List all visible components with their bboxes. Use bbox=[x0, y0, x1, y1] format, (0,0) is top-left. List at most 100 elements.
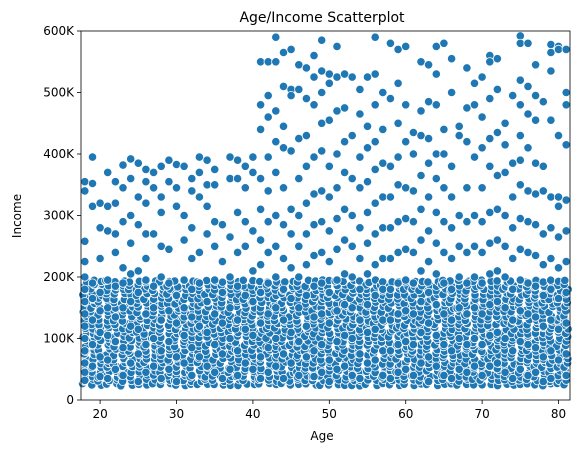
data-point bbox=[317, 247, 327, 257]
data-point bbox=[492, 235, 502, 245]
data-point bbox=[462, 278, 472, 288]
data-point bbox=[561, 140, 571, 150]
data-point bbox=[179, 235, 189, 245]
data-point bbox=[416, 204, 426, 214]
data-point bbox=[210, 180, 220, 190]
data-point bbox=[141, 253, 151, 264]
data-point bbox=[408, 186, 418, 196]
data-point bbox=[278, 183, 289, 193]
data-point bbox=[217, 373, 227, 384]
data-point bbox=[546, 115, 556, 125]
data-point bbox=[95, 198, 105, 208]
data-point bbox=[80, 358, 90, 368]
data-point bbox=[171, 201, 182, 211]
data-point bbox=[423, 226, 434, 236]
data-point bbox=[355, 152, 365, 162]
data-point bbox=[500, 167, 510, 177]
data-point bbox=[164, 364, 174, 374]
data-point bbox=[194, 352, 204, 362]
data-point bbox=[523, 278, 533, 288]
data-point bbox=[370, 324, 380, 334]
data-point bbox=[80, 346, 90, 356]
data-point bbox=[370, 32, 380, 42]
data-point bbox=[118, 217, 128, 227]
data-point bbox=[469, 241, 480, 251]
data-point bbox=[462, 367, 472, 377]
data-point bbox=[355, 253, 365, 264]
data-point bbox=[370, 290, 380, 300]
data-point bbox=[278, 220, 289, 230]
data-point bbox=[492, 170, 502, 181]
data-point bbox=[416, 106, 426, 116]
data-point bbox=[110, 198, 121, 208]
data-point bbox=[80, 272, 90, 282]
chart-title: Age/Income Scatterplot bbox=[239, 10, 405, 26]
data-point bbox=[393, 278, 403, 288]
data-point bbox=[324, 192, 334, 202]
data-point bbox=[469, 333, 480, 344]
data-point bbox=[271, 361, 281, 371]
data-point bbox=[401, 275, 411, 285]
data-point bbox=[149, 167, 159, 177]
data-point bbox=[217, 256, 227, 267]
data-point bbox=[431, 238, 441, 248]
data-point bbox=[530, 281, 541, 291]
data-point bbox=[469, 303, 480, 313]
data-point bbox=[508, 223, 518, 233]
data-point bbox=[141, 367, 151, 377]
data-point bbox=[401, 100, 411, 110]
data-point bbox=[500, 118, 510, 128]
data-point bbox=[324, 69, 334, 79]
data-point bbox=[149, 303, 159, 313]
data-point bbox=[141, 229, 151, 239]
data-point bbox=[401, 336, 411, 347]
data-point bbox=[370, 100, 380, 110]
data-point bbox=[485, 269, 495, 279]
data-point bbox=[202, 201, 212, 211]
data-point bbox=[309, 346, 319, 356]
data-point bbox=[454, 241, 464, 251]
data-point bbox=[202, 155, 212, 165]
data-point bbox=[339, 137, 350, 147]
data-point bbox=[294, 134, 304, 144]
data-point bbox=[80, 256, 90, 267]
data-point bbox=[362, 327, 373, 337]
data-point bbox=[347, 272, 357, 282]
data-point bbox=[156, 346, 166, 356]
data-point bbox=[317, 339, 327, 350]
data-point bbox=[530, 343, 541, 353]
data-point bbox=[156, 373, 166, 384]
data-point bbox=[187, 370, 197, 380]
data-point bbox=[187, 312, 197, 322]
data-point bbox=[118, 183, 128, 193]
data-point bbox=[546, 47, 556, 58]
data-point bbox=[141, 198, 151, 208]
data-point bbox=[332, 72, 342, 82]
data-point bbox=[187, 174, 197, 184]
data-point bbox=[271, 303, 281, 313]
data-point bbox=[446, 253, 457, 264]
data-point bbox=[538, 161, 548, 171]
data-point bbox=[309, 250, 319, 261]
data-point bbox=[439, 278, 449, 288]
data-point bbox=[202, 327, 212, 337]
data-point bbox=[378, 223, 388, 233]
data-point bbox=[385, 94, 395, 104]
y-tick-label: 300K bbox=[43, 209, 75, 223]
data-point bbox=[515, 306, 525, 316]
data-point bbox=[248, 226, 258, 236]
data-point bbox=[492, 54, 502, 64]
data-point bbox=[171, 352, 182, 362]
data-point bbox=[347, 370, 357, 380]
data-point bbox=[492, 204, 502, 214]
data-point bbox=[515, 275, 525, 285]
data-point bbox=[423, 287, 434, 297]
data-point bbox=[324, 256, 334, 267]
data-point bbox=[194, 192, 204, 202]
data-point bbox=[332, 149, 342, 159]
data-point bbox=[309, 189, 319, 199]
data-point bbox=[286, 44, 296, 55]
data-point bbox=[347, 72, 357, 82]
data-point bbox=[515, 180, 525, 190]
data-point bbox=[423, 158, 434, 168]
